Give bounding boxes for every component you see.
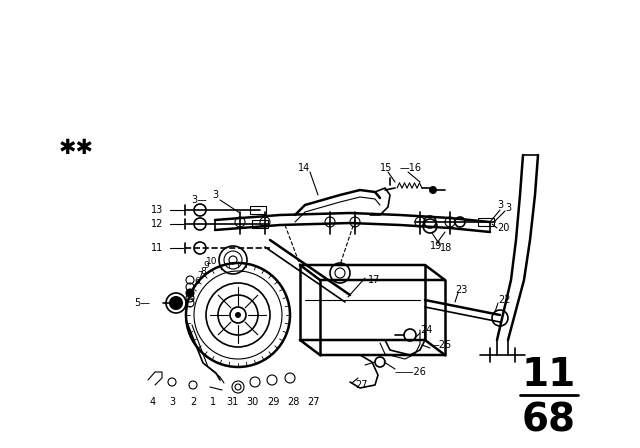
Text: 18: 18 bbox=[440, 243, 452, 253]
Text: 19: 19 bbox=[430, 241, 442, 251]
Text: 3: 3 bbox=[505, 203, 511, 213]
Text: 8: 8 bbox=[200, 267, 205, 276]
Text: 15: 15 bbox=[380, 163, 392, 173]
Bar bbox=[252, 220, 268, 228]
Text: 22: 22 bbox=[498, 295, 511, 305]
Text: 13: 13 bbox=[151, 205, 163, 215]
Text: 24: 24 bbox=[420, 325, 433, 335]
Text: 14: 14 bbox=[298, 163, 310, 173]
Bar bbox=[478, 218, 494, 226]
Circle shape bbox=[169, 296, 183, 310]
Circle shape bbox=[235, 312, 241, 318]
Text: 11: 11 bbox=[151, 243, 163, 253]
Text: 23: 23 bbox=[455, 285, 467, 295]
Text: 7: 7 bbox=[197, 271, 203, 280]
Text: 20: 20 bbox=[497, 223, 509, 233]
Text: 68: 68 bbox=[522, 401, 576, 439]
Text: 27: 27 bbox=[355, 380, 367, 390]
Text: 3—: 3— bbox=[191, 195, 207, 205]
Text: 6: 6 bbox=[194, 277, 200, 287]
Text: ——26: ——26 bbox=[395, 367, 427, 377]
Circle shape bbox=[186, 289, 194, 297]
Text: 30: 30 bbox=[246, 397, 258, 407]
Bar bbox=[250, 206, 266, 214]
Text: 3: 3 bbox=[497, 200, 503, 210]
Text: 12: 12 bbox=[150, 219, 163, 229]
Text: 31: 31 bbox=[226, 397, 238, 407]
Text: 27: 27 bbox=[307, 397, 319, 407]
Text: —25: —25 bbox=[430, 340, 452, 350]
Text: 3: 3 bbox=[212, 190, 218, 200]
Text: 5—: 5— bbox=[134, 298, 150, 308]
Text: 4: 4 bbox=[150, 397, 156, 407]
Text: 3: 3 bbox=[169, 397, 175, 407]
Text: —16: —16 bbox=[400, 163, 422, 173]
Circle shape bbox=[429, 186, 437, 194]
Text: 1: 1 bbox=[210, 397, 216, 407]
Text: 9: 9 bbox=[203, 262, 209, 271]
Text: ✱✱: ✱✱ bbox=[58, 138, 93, 158]
Text: 2: 2 bbox=[190, 397, 196, 407]
Text: 17: 17 bbox=[368, 275, 380, 285]
Text: 28: 28 bbox=[287, 397, 299, 407]
Text: 29: 29 bbox=[267, 397, 279, 407]
Text: 10: 10 bbox=[206, 258, 218, 267]
Text: 11: 11 bbox=[522, 356, 576, 394]
